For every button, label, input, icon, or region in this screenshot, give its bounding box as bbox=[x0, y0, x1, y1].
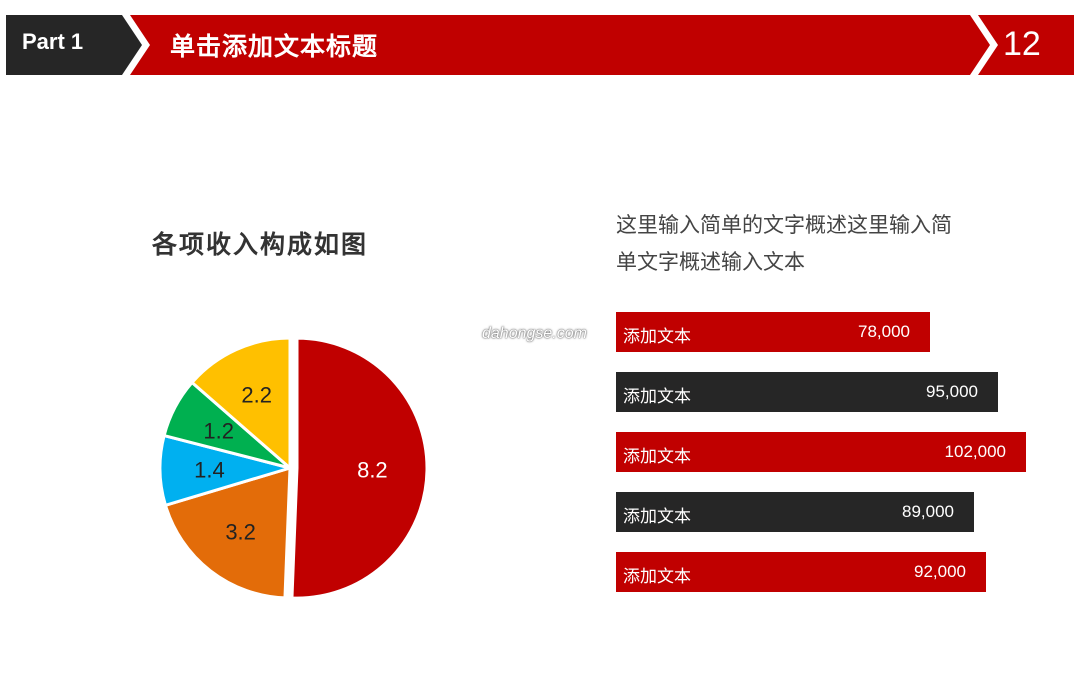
bar-value: 102,000 bbox=[944, 442, 1006, 461]
bar-row: 添加文本 102,000 bbox=[616, 432, 1026, 472]
watermark-text: dahongse.com bbox=[482, 325, 587, 342]
bar-value: 92,000 bbox=[914, 562, 966, 581]
page-title[interactable]: 单击添加文本标题 bbox=[170, 32, 379, 61]
pie-chart-title: 各项收入构成如图 bbox=[152, 230, 369, 259]
part-badge-shape bbox=[6, 15, 142, 75]
bar-row: 添加文本 95,000 bbox=[616, 372, 998, 412]
bar-label[interactable]: 添加文本 bbox=[623, 327, 691, 347]
bar-label[interactable]: 添加文本 bbox=[623, 387, 691, 407]
page-number-badge-shape bbox=[978, 15, 1074, 75]
bar-row: 添加文本 89,000 bbox=[616, 492, 974, 532]
pie-slice-label: 1.2 bbox=[203, 418, 234, 443]
pie-slice-label: 3.2 bbox=[225, 520, 256, 545]
bar-value: 95,000 bbox=[926, 382, 978, 401]
title-banner-shape bbox=[130, 15, 990, 75]
pie-slice bbox=[189, 336, 292, 472]
bar-label[interactable]: 添加文本 bbox=[623, 507, 691, 527]
bar-row: 添加文本 78,000 bbox=[616, 312, 930, 352]
pie-chart: 8.2 3.2 1.4 1.2 2.2 bbox=[158, 336, 429, 600]
pie-slice bbox=[163, 465, 292, 600]
description-line-1: 这里输入简单的文字概述这里输入简 bbox=[616, 213, 952, 237]
description-line-2: 单文字概述输入文本 bbox=[616, 250, 805, 274]
pie-slice-label: 8.2 bbox=[357, 458, 388, 483]
pie-slice-label: 1.4 bbox=[194, 458, 225, 483]
pie-slice bbox=[290, 336, 429, 600]
bar-row: 添加文本 92,000 bbox=[616, 552, 986, 592]
pie-slice-label: 2.2 bbox=[241, 383, 272, 408]
header-banner: Part 1 单击添加文本标题 12 bbox=[0, 0, 1080, 80]
header-shapes bbox=[6, 15, 1074, 75]
part-label: Part 1 bbox=[22, 29, 84, 54]
bar-value: 89,000 bbox=[902, 502, 954, 521]
page-number: 12 bbox=[1003, 25, 1041, 63]
description-text[interactable]: 这里输入简单的文字概述这里输入简 单文字概述输入文本 bbox=[616, 207, 1016, 281]
bar-label[interactable]: 添加文本 bbox=[623, 447, 691, 467]
bar-value: 78,000 bbox=[858, 322, 910, 341]
bar-label[interactable]: 添加文本 bbox=[623, 567, 691, 587]
